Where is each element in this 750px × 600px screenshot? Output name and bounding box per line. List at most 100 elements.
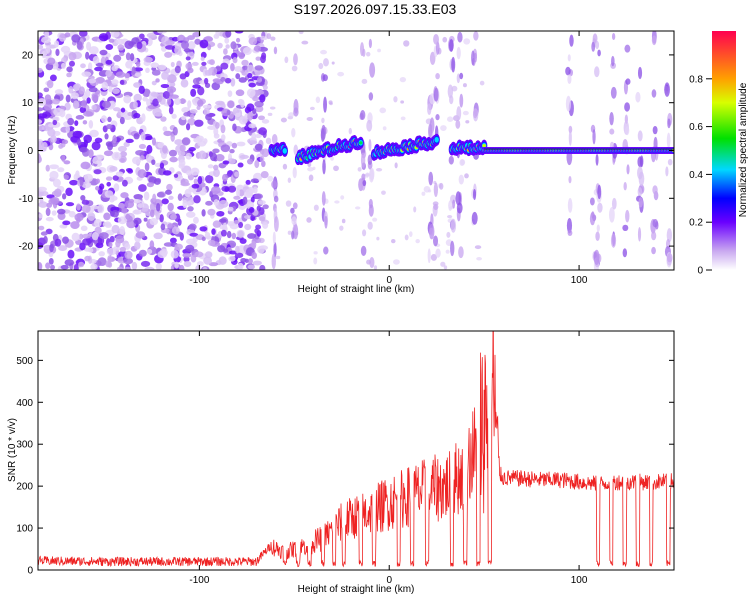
heatmap-blob [91,232,99,241]
heatmap-blob [254,100,264,108]
heatmap-blob [166,183,173,191]
heatmap-blob [69,179,79,186]
heatmap-blob [187,100,192,109]
heatmap-blob [334,200,340,204]
heatmap-blob [237,221,244,229]
heatmap-blob [254,160,260,169]
heatmap-blob [125,213,131,220]
heatmap-blob [102,221,108,227]
heatmap-blob [287,177,292,183]
heatmap-blob [234,171,240,178]
heatmap-blob [212,220,222,228]
heatmap-blob [235,73,241,80]
heatmap-blob [78,86,85,95]
heatmap-blob [217,42,223,49]
y-tick-label: 200 [16,482,33,493]
heatmap-blob [85,51,90,60]
heatmap-blob [129,53,135,62]
heatmap-blob [261,148,270,158]
heatmap-blob [400,116,406,121]
heatmap-blob [105,176,113,181]
plot-frame [37,330,675,571]
heatmap-streak [569,34,574,47]
heatmap-blob [168,106,174,115]
heatmap-blob [382,126,387,131]
heatmap-streak [666,228,672,243]
heatmap-streak [447,84,454,99]
heatmap-blob [237,230,244,238]
heatmap-blob [62,193,67,200]
heatmap-blob [282,163,288,170]
heatmap-blob [75,170,80,178]
heatmap-blob [83,111,94,117]
heatmap-blob [171,36,179,42]
heatmap-blob [161,198,169,205]
heatmap-blob [124,250,133,260]
heatmap-blob [184,188,192,198]
heatmap-blob [62,220,71,226]
colorbar-tick-label: 0.2 [689,218,703,229]
heatmap-blob [261,119,270,124]
heatmap-streak [623,181,627,191]
heatmap-blob [165,189,172,195]
heatmap-blob [218,256,227,265]
heatmap-streak [360,152,366,168]
heatmap-blob [44,31,50,38]
heatmap-streak [567,54,571,62]
heatmap-blob [150,92,159,97]
heatmap-streak [667,118,671,129]
y-tick-label: 500 [16,356,33,367]
heatmap-blob [38,141,45,149]
heatmap-blob [357,167,362,172]
heatmap-blob [232,123,237,132]
heatmap-blob [239,238,247,244]
heatmap-streak [473,52,477,63]
heatmap-streak [622,248,628,258]
heatmap-blob [46,79,54,89]
heatmap-streak [565,95,572,112]
heatmap-blob [149,218,159,226]
heatmap-streak [368,198,373,209]
heatmap-streak [597,49,601,57]
heatmap-blob [127,111,133,116]
heatmap-streak [652,125,658,135]
heatmap-blob [181,40,189,50]
heatmap-streak [292,166,297,179]
heatmap-blob [119,226,126,235]
heatmap-blob [121,207,128,214]
heatmap-blob [220,229,227,237]
heatmap-blob [209,59,215,66]
x-axis-ticks: -100 0 100 [189,331,588,586]
heatmap-blob [110,31,120,38]
heatmap-blob [47,57,56,65]
heatmap-blob [285,200,292,207]
heatmap-blob [379,107,387,114]
heatmap-blob [133,93,142,103]
heatmap-blob [247,64,255,73]
heatmap-blob [241,59,249,66]
heatmap-blob [92,56,100,64]
heatmap-blob [291,65,298,72]
heatmap-blob [155,78,160,83]
heatmap-blob [198,150,207,160]
heatmap-blob [463,38,471,45]
heatmap-blob [183,112,192,117]
heatmap-blob [202,104,212,109]
heatmap-blob [40,36,51,44]
heatmap-blob [111,65,118,72]
heatmap-streak [452,199,456,209]
heatmap-blob [306,116,313,121]
heatmap-blob [255,56,261,61]
heatmap-blob [207,164,214,169]
heatmap-streak [637,156,643,168]
heatmap-blob [225,44,230,49]
heatmap-blob [58,144,64,149]
heatmap-blob [65,187,73,197]
heatmap-blob [70,92,79,100]
heatmap-blob [170,133,175,142]
y-axis-ticks: -20 -10 0 10 20 [19,50,674,253]
heatmap-blob [255,105,264,113]
heatmap-streak [272,231,276,245]
heatmap-blob [213,199,219,206]
heatmap-blob [172,126,178,136]
